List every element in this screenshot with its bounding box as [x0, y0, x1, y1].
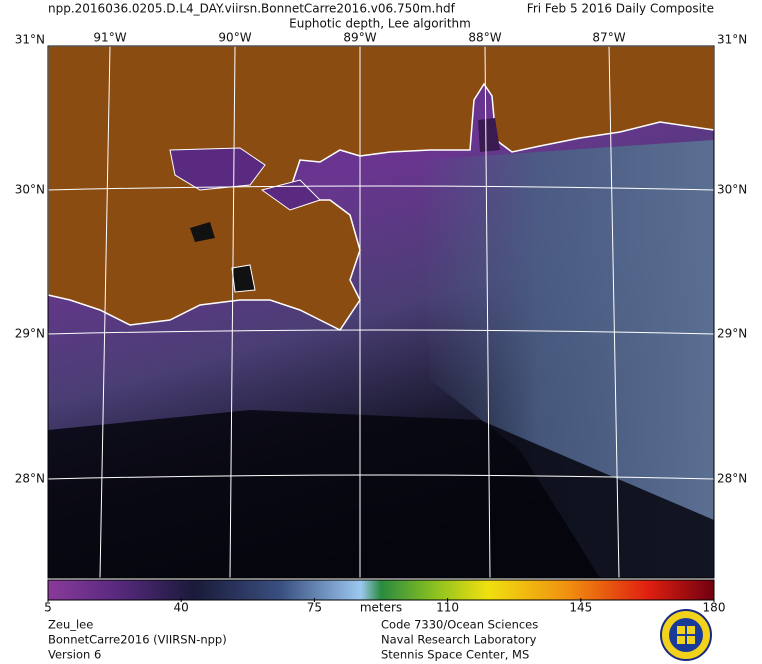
grid-line [484, 45, 491, 579]
lat-label: 31°N [717, 33, 747, 47]
colorbar-tick-label: 180 [703, 601, 726, 615]
grid-line [229, 45, 236, 579]
date: Fri Feb 5 2016 Daily Composite [527, 2, 714, 16]
lake [231, 264, 256, 293]
lat-label: 28°N [717, 472, 747, 486]
grid-line [47, 185, 715, 191]
colorbar-unit: meters [360, 601, 402, 615]
lat-label: 29°N [15, 327, 45, 341]
grid-line [608, 45, 620, 579]
grid-line [47, 474, 715, 480]
lon-label: 88°W [468, 31, 501, 45]
lon-label: 91°W [93, 31, 126, 45]
lat-label: 29°N [717, 327, 747, 341]
lat-label: 30°N [717, 183, 747, 197]
footer-text: Version 6 [48, 648, 101, 662]
footer-text: Stennis Space Center, MS [381, 648, 529, 662]
lon-label: 87°W [592, 31, 625, 45]
lon-label: 90°W [218, 31, 251, 45]
lake-borgne [260, 179, 321, 211]
colorbar-tick-label: 145 [569, 601, 592, 615]
product: Euphotic depth, Lee algorithm [289, 17, 471, 31]
lat-label: 31°N [15, 33, 45, 47]
grid-line [47, 329, 715, 335]
lake-pontchartrain [169, 147, 266, 191]
grid-line [99, 45, 111, 579]
colorbar-tick-label: 75 [307, 601, 322, 615]
offshore-water [420, 140, 714, 578]
lat-label: 30°N [15, 183, 45, 197]
colorbar [47, 579, 715, 601]
footer-text: Zeu_lee [48, 618, 93, 632]
lake [190, 222, 215, 242]
land [47, 45, 715, 331]
file-name: npp.2016036.0205.D.L4_DAY.viirsn.BonnetC… [48, 2, 456, 16]
map [47, 45, 715, 579]
lat-label: 28°N [15, 472, 45, 486]
map-frame [47, 45, 715, 579]
logo [660, 609, 712, 661]
colorbar-tick-label: 40 [174, 601, 189, 615]
mobile-bay [478, 118, 500, 152]
lon-label: 89°W [343, 31, 376, 45]
colorbar-tick-label: 5 [44, 601, 52, 615]
colorbar-ticks: 5 40 75 110 145 180 [44, 598, 725, 615]
graticule [47, 45, 715, 579]
footer-text: BonnetCarre2016 (VIIRSN-npp) [48, 633, 227, 647]
deep-water [48, 410, 714, 578]
footer-text: Code 7330/Ocean Sciences [381, 618, 538, 632]
footer-text: Naval Research Laboratory [381, 633, 537, 647]
colorbar-tick-label: 110 [436, 601, 459, 615]
